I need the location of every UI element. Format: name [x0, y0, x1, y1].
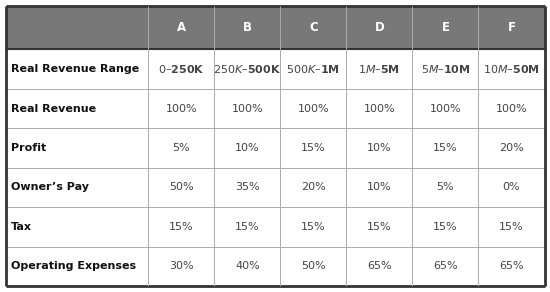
Text: 35%: 35% — [235, 182, 260, 192]
Text: 10%: 10% — [235, 143, 260, 153]
Text: 15%: 15% — [169, 222, 194, 232]
Bar — [412, 128, 478, 168]
Bar — [6, 247, 148, 286]
Text: 100%: 100% — [364, 103, 395, 114]
Bar — [478, 49, 544, 89]
Text: 100%: 100% — [298, 103, 329, 114]
Bar — [412, 89, 478, 128]
Text: 0%: 0% — [503, 182, 520, 192]
Text: A: A — [177, 21, 186, 34]
Text: 5%: 5% — [173, 143, 190, 153]
Bar — [214, 6, 280, 49]
Text: $1M – $5M: $1M – $5M — [359, 63, 400, 75]
Text: B: B — [243, 21, 252, 34]
Bar — [214, 168, 280, 207]
Bar — [280, 128, 346, 168]
Bar — [148, 49, 214, 89]
Bar — [478, 89, 544, 128]
Text: 15%: 15% — [301, 143, 326, 153]
Bar — [412, 247, 478, 286]
Bar — [6, 89, 148, 128]
Bar — [280, 49, 346, 89]
Text: 50%: 50% — [301, 261, 326, 272]
Text: 100%: 100% — [166, 103, 197, 114]
Text: 20%: 20% — [499, 143, 524, 153]
Bar — [148, 168, 214, 207]
Bar — [6, 49, 148, 89]
Text: Owner’s Pay: Owner’s Pay — [11, 182, 89, 192]
Text: 15%: 15% — [301, 222, 326, 232]
Bar — [6, 207, 148, 247]
Bar — [346, 6, 412, 49]
Bar — [6, 6, 148, 49]
Bar — [346, 168, 412, 207]
Bar — [280, 6, 346, 49]
Bar — [280, 168, 346, 207]
Text: Profit: Profit — [11, 143, 46, 153]
Text: 65%: 65% — [367, 261, 392, 272]
Bar — [214, 49, 280, 89]
Text: F: F — [508, 21, 515, 34]
Text: $0 – $250K: $0 – $250K — [158, 63, 205, 75]
Text: 15%: 15% — [235, 222, 260, 232]
Text: 10%: 10% — [367, 182, 392, 192]
Bar — [280, 247, 346, 286]
Text: 15%: 15% — [367, 222, 392, 232]
Text: $5M – $10M: $5M – $10M — [421, 63, 470, 75]
Bar — [478, 6, 544, 49]
Bar — [214, 207, 280, 247]
Bar — [478, 168, 544, 207]
Text: 15%: 15% — [433, 222, 458, 232]
Bar — [346, 89, 412, 128]
Bar — [6, 128, 148, 168]
Text: 15%: 15% — [433, 143, 458, 153]
Bar — [346, 207, 412, 247]
Bar — [478, 207, 544, 247]
Bar — [148, 207, 214, 247]
Bar — [346, 128, 412, 168]
Bar — [214, 128, 280, 168]
Text: 10%: 10% — [367, 143, 392, 153]
Text: C: C — [309, 21, 318, 34]
Bar — [412, 168, 478, 207]
Text: 65%: 65% — [499, 261, 524, 272]
Text: $10M – $50M: $10M – $50M — [483, 63, 540, 75]
Bar — [6, 168, 148, 207]
Text: 15%: 15% — [499, 222, 524, 232]
Bar — [148, 89, 214, 128]
Bar — [412, 6, 478, 49]
Bar — [214, 89, 280, 128]
Text: 100%: 100% — [496, 103, 527, 114]
Text: 100%: 100% — [232, 103, 263, 114]
Text: Real Revenue: Real Revenue — [11, 103, 96, 114]
Text: E: E — [442, 21, 449, 34]
Text: 65%: 65% — [433, 261, 458, 272]
Bar — [148, 6, 214, 49]
Text: 5%: 5% — [437, 182, 454, 192]
Bar — [412, 49, 478, 89]
Bar — [280, 89, 346, 128]
Bar — [148, 128, 214, 168]
Bar — [214, 247, 280, 286]
Text: Operating Expenses: Operating Expenses — [11, 261, 136, 272]
Bar — [148, 247, 214, 286]
Bar — [280, 207, 346, 247]
Bar — [478, 128, 544, 168]
Text: 100%: 100% — [430, 103, 461, 114]
Bar — [478, 247, 544, 286]
Text: $500K – $1M: $500K – $1M — [287, 63, 340, 75]
Text: 20%: 20% — [301, 182, 326, 192]
Text: 30%: 30% — [169, 261, 194, 272]
Text: Real Revenue Range: Real Revenue Range — [11, 64, 139, 74]
Text: 40%: 40% — [235, 261, 260, 272]
Text: Tax: Tax — [11, 222, 32, 232]
Bar — [412, 207, 478, 247]
Text: 50%: 50% — [169, 182, 194, 192]
Text: $250K – $500K: $250K – $500K — [213, 63, 282, 75]
Bar — [346, 247, 412, 286]
Text: D: D — [375, 21, 384, 34]
Bar — [346, 49, 412, 89]
